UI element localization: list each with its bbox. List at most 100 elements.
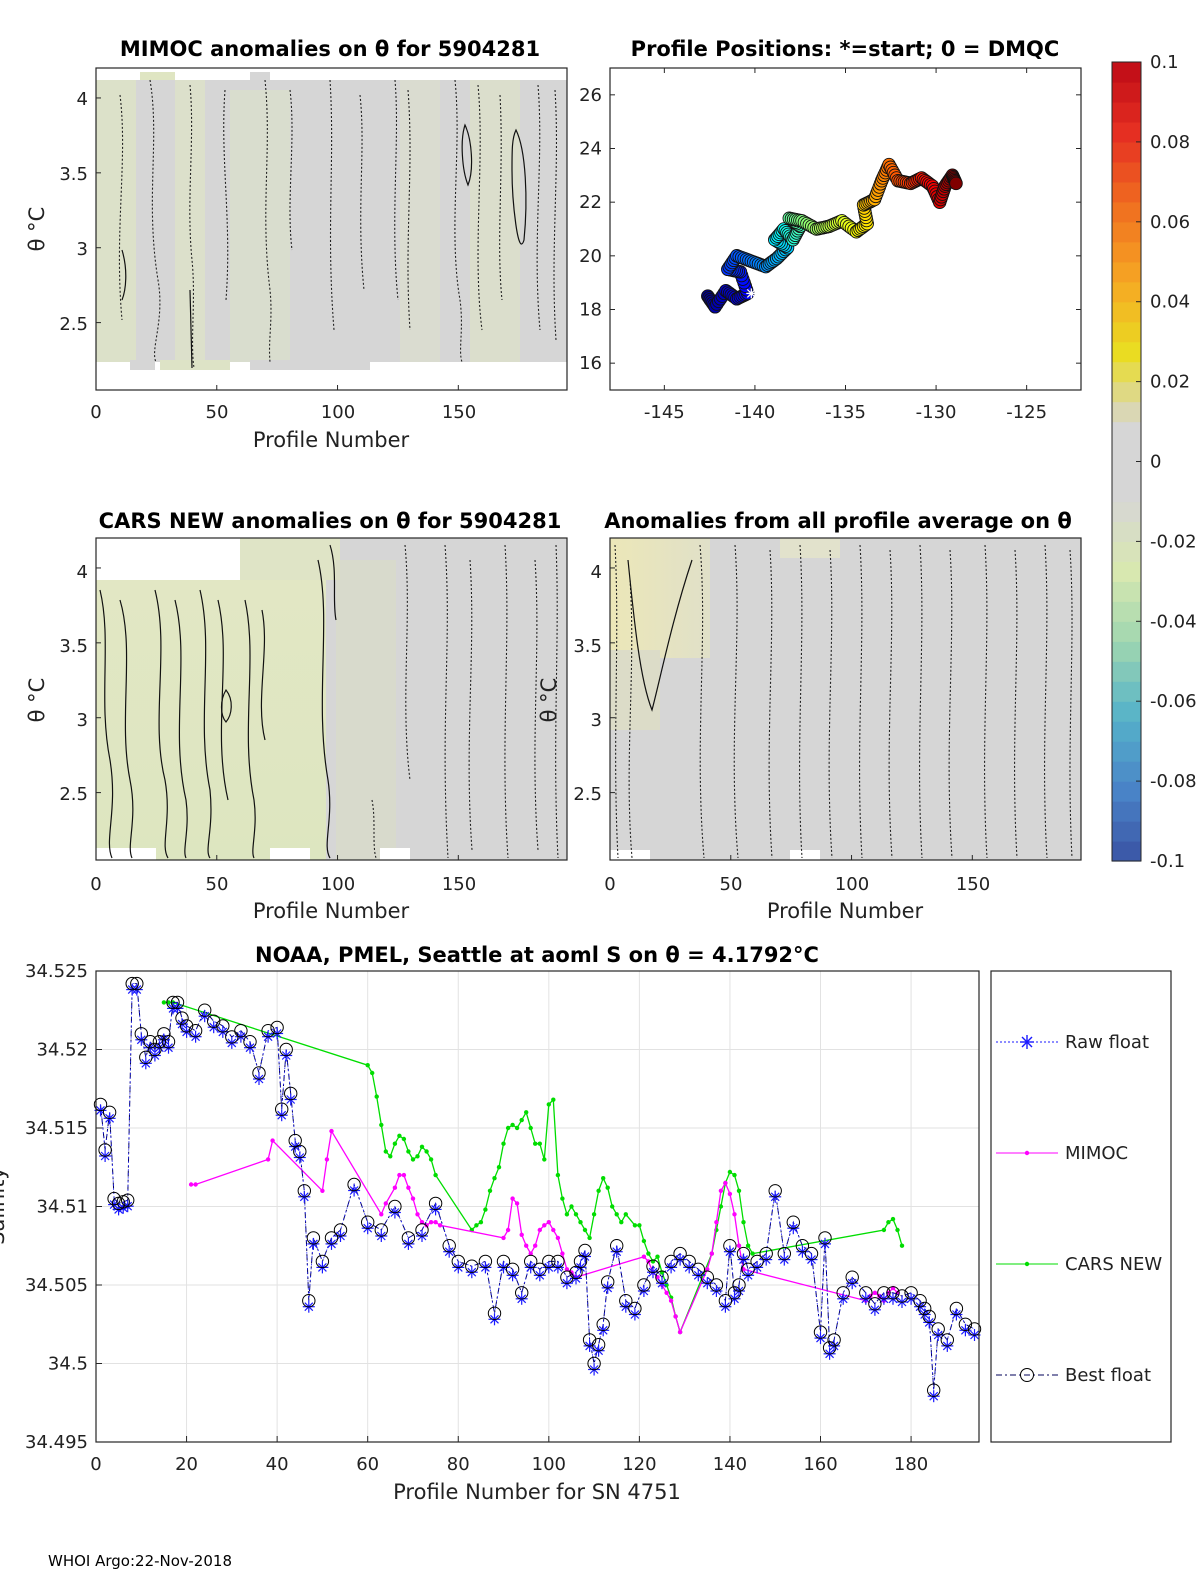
best-float-point	[927, 1383, 941, 1397]
salinity-panel: NOAA, PMEL, Seattle at aoml S on θ = 4.1…	[0, 943, 1172, 1504]
x-tick-label: 0	[90, 402, 101, 423]
best-float-point	[388, 1199, 402, 1214]
cars-new-point	[392, 1141, 398, 1146]
cars-new-point	[365, 1063, 370, 1068]
colorbar-ticks: -0.1 -0.08 -0.06 -0.04 -0.02 0 0.02 0.04 0.06 0.0…	[1136, 52, 1197, 872]
cars-new-point	[555, 1172, 561, 1178]
cars-new-point	[501, 1141, 506, 1146]
cars-x-ticks: 0 50 100 150	[90, 874, 476, 895]
best-float-point	[347, 1177, 361, 1192]
colorbar-block	[1112, 601, 1141, 622]
best-float-point	[804, 1246, 819, 1261]
best-float-point	[895, 1289, 909, 1303]
heatmap-tick-marks	[95, 567, 459, 860]
x-tick-label: 0	[90, 874, 101, 895]
colorbar-tick-label: -0.08	[1150, 771, 1197, 792]
best-float-point	[170, 995, 185, 1010]
legend-entry-best: Best float	[996, 1365, 1151, 1386]
cars-new-point	[614, 1212, 619, 1217]
mimoc-point	[505, 1227, 511, 1233]
colorbar-tick-label: 0.1	[1150, 52, 1179, 73]
mimoc-point	[872, 1290, 878, 1296]
cars-new-point	[161, 1000, 167, 1005]
best-float-point	[306, 1231, 321, 1245]
mimoc-xlabel: Profile Number	[253, 428, 410, 452]
best-float-point	[637, 1278, 651, 1292]
mimoc-point	[673, 1314, 678, 1319]
mimoc-point	[723, 1180, 728, 1186]
best-float-point	[139, 1050, 153, 1065]
best-float-point	[252, 1066, 266, 1080]
y-tick-label: 2.5	[59, 784, 88, 805]
allavg-solid-contours	[627, 559, 693, 712]
mimoc-point	[714, 1220, 719, 1225]
colorbar: -0.1 -0.08 -0.06 -0.04 -0.02 0 0.02 0.04 0.06 0.0…	[1111, 52, 1197, 872]
legend-label: Raw float	[1065, 1032, 1149, 1053]
y-tick-label: 18	[579, 300, 602, 321]
cars-new-point	[623, 1212, 628, 1217]
x-tick-label: 50	[206, 874, 229, 895]
x-tick-label: 120	[622, 1454, 656, 1475]
y-tick-label: 34.505	[25, 1275, 88, 1296]
best-float-point	[478, 1254, 493, 1269]
colorbar-block	[1112, 501, 1141, 523]
mimoc-point	[524, 1243, 529, 1248]
best-float-point	[822, 1341, 837, 1355]
colorbar-block	[1112, 361, 1141, 383]
mimoc-point	[329, 1128, 334, 1134]
cars-new-point	[166, 1000, 171, 1005]
colorbar-block	[1112, 161, 1141, 183]
mimoc-point	[324, 1157, 330, 1162]
best-float-point	[768, 1184, 782, 1198]
cars-new-point	[582, 1227, 588, 1233]
cars-new-point	[560, 1196, 565, 1201]
y-tick-label: 34.515	[25, 1118, 88, 1139]
legend-entry-cars: CARS NEW	[996, 1254, 1162, 1275]
positions-x-ticks: -145 -140 -135 -130 -125	[644, 68, 1047, 423]
best-float-point	[886, 1286, 900, 1300]
mimoc-point	[528, 1251, 533, 1256]
x-tick-label: -125	[1006, 402, 1047, 423]
colorbar-block	[1112, 761, 1141, 782]
cars-new-point	[374, 1094, 379, 1099]
best-float-point	[487, 1306, 502, 1321]
colorbar-block	[1112, 261, 1141, 283]
positions-y-ticks: 16 18 20 22 24 26	[579, 85, 1081, 374]
y-tick-label: 2.5	[59, 314, 88, 335]
colorbar-block	[1112, 781, 1141, 802]
mimoc-point	[537, 1227, 542, 1233]
colorbar-block	[1112, 721, 1141, 742]
colorbar-block	[1112, 621, 1141, 642]
colorbar-block	[1112, 121, 1141, 143]
colorbar-block	[1112, 801, 1141, 822]
best-float-point	[578, 1243, 592, 1258]
y-tick-label: 3	[591, 710, 602, 731]
cars-new-point	[505, 1125, 511, 1131]
allavg-xlabel: Profile Number	[767, 899, 924, 923]
x-tick-label: -135	[825, 402, 866, 423]
cars-field	[96, 538, 567, 860]
best-float-point	[795, 1239, 810, 1253]
mimoc-point	[533, 1243, 538, 1248]
y-tick-label: 4	[591, 562, 602, 583]
cars-new-point	[610, 1204, 615, 1209]
colorbar-tick-label: -0.06	[1150, 691, 1197, 712]
cars-new-point	[397, 1133, 402, 1139]
salinity-xlabel: Profile Number for SN 4751	[393, 1480, 681, 1504]
cars-title: CARS NEW anomalies on θ for 5904281	[99, 509, 562, 533]
x-tick-label: 50	[720, 874, 743, 895]
colorbar-block	[1112, 401, 1141, 423]
cars-new-point	[370, 1070, 375, 1076]
cars-new-point	[727, 1169, 733, 1175]
best-float-point	[718, 1294, 733, 1308]
legend-label: CARS NEW	[1065, 1254, 1162, 1275]
mimoc-point	[270, 1138, 275, 1143]
mimoc-y-ticks: 2.5 3 3.5 4	[59, 89, 88, 335]
best-float-point	[179, 1019, 194, 1033]
mimoc-point	[193, 1182, 198, 1187]
best-float-point	[904, 1286, 918, 1300]
mimoc-point	[392, 1185, 398, 1190]
cars-new-point	[632, 1223, 638, 1228]
x-tick-label: 100	[321, 402, 355, 423]
heatmap-tick-marks	[609, 567, 973, 860]
